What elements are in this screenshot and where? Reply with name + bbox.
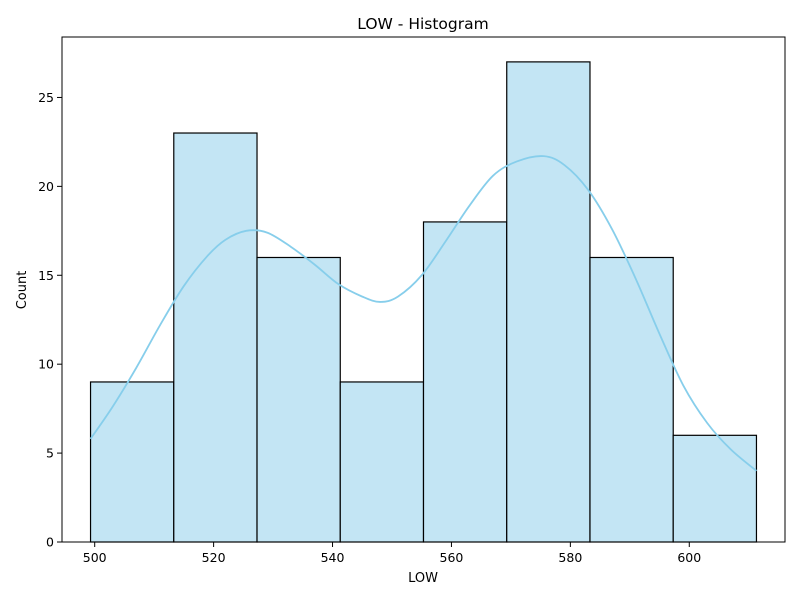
x-tick-label-560: 560 [440, 550, 464, 565]
x-tick-label-540: 540 [321, 550, 345, 565]
x-axis-label: LOW [408, 571, 438, 586]
plot-frame [61, 36, 786, 543]
x-tick-label-580: 580 [558, 550, 582, 565]
x-tick-label-500: 500 [83, 550, 107, 565]
x-tick-label-520: 520 [202, 550, 226, 565]
y-axis-label: Count [15, 271, 30, 310]
x-axis-ticks: 500 520 540 560 580 600 [83, 542, 701, 565]
y-tick-label-5: 5 [46, 446, 54, 461]
y-tick-label-20: 20 [38, 179, 54, 194]
histogram-bar-2 [173, 132, 258, 543]
histogram-bar-1 [89, 381, 175, 543]
histogram-bar-5 [422, 221, 508, 543]
histogram-bar-8 [672, 434, 758, 543]
y-tick-label-0: 0 [46, 535, 54, 550]
x-tick-label-600: 600 [677, 550, 701, 565]
histogram-bar-4 [339, 381, 425, 543]
y-tick-label-15: 15 [38, 268, 54, 283]
kde-curve [89, 155, 758, 472]
y-axis-ticks: 0 5 10 15 20 25 [38, 90, 62, 550]
histogram-bar-6 [506, 61, 591, 543]
chart-title: LOW - Histogram [357, 15, 488, 33]
y-tick-label-10: 10 [38, 357, 54, 372]
bars-group [89, 61, 758, 543]
histogram-bar-3 [256, 256, 341, 543]
y-tick-label-25: 25 [38, 90, 54, 105]
histogram-bar-7 [589, 256, 674, 543]
